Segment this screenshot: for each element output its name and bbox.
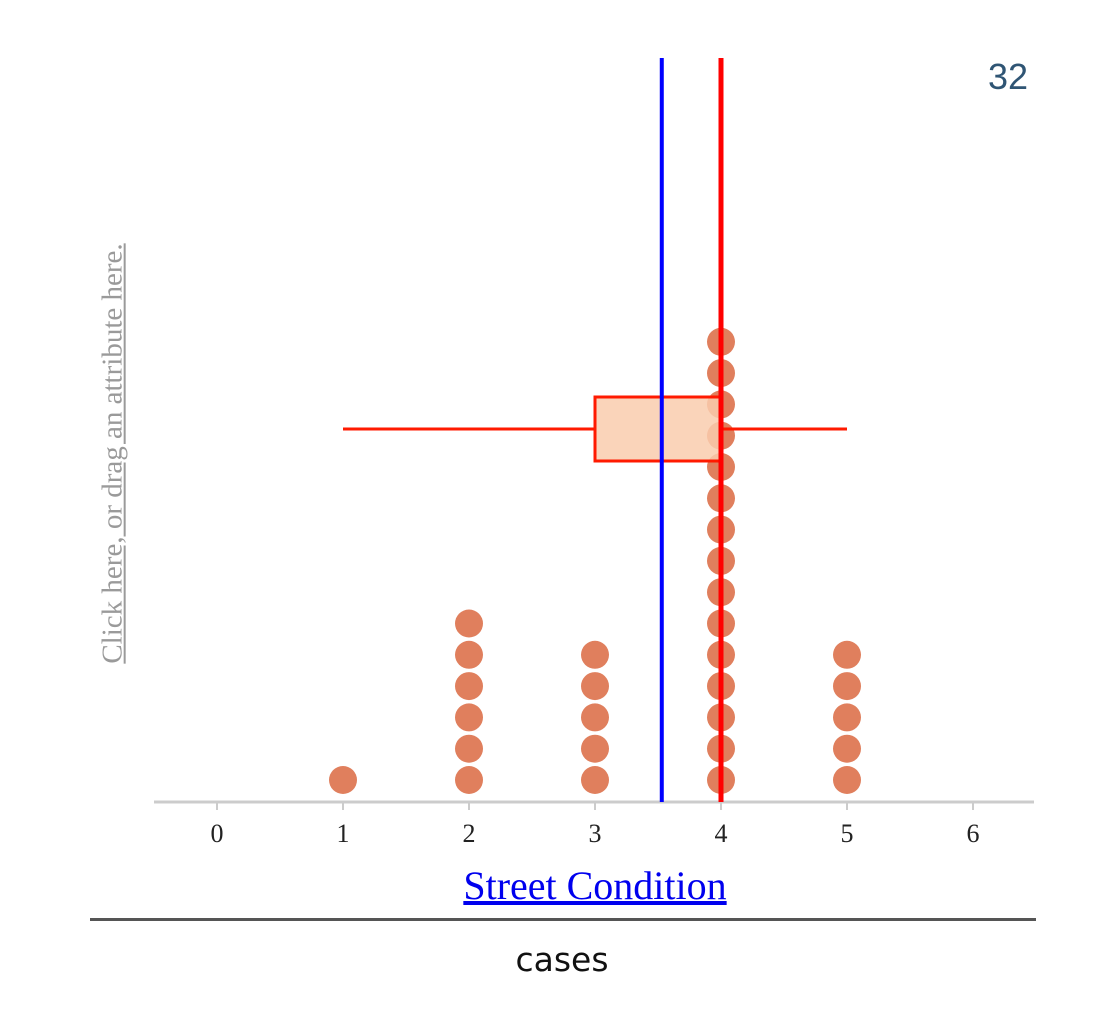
data-dot	[455, 609, 483, 638]
data-dot	[455, 640, 483, 669]
x-tick-label: 1	[337, 819, 350, 848]
data-dot	[455, 703, 483, 732]
data-dot	[833, 672, 861, 701]
x-tick-label: 3	[589, 819, 602, 848]
data-dot	[581, 734, 609, 763]
data-dot	[455, 734, 483, 763]
x-tick-label: 4	[715, 819, 728, 848]
divider	[90, 918, 1036, 921]
x-tick-label: 6	[967, 819, 980, 848]
x-tick-label: 0	[211, 819, 224, 848]
data-dot	[581, 640, 609, 669]
data-dot	[833, 703, 861, 732]
data-dot	[833, 734, 861, 763]
x-tick-label: 5	[841, 819, 854, 848]
x-axis-attribute-label[interactable]: Street Condition	[463, 863, 727, 908]
data-dot	[581, 703, 609, 732]
y-axis-attribute-drop-target[interactable]: Click here, or drag an attribute here.	[86, 188, 140, 718]
box-plot-box	[593, 395, 723, 463]
x-tick-label: 2	[463, 819, 476, 848]
data-dot	[833, 766, 861, 794]
data-dot	[833, 640, 861, 669]
data-dot	[329, 766, 357, 794]
data-dot	[455, 672, 483, 701]
cases-label: cases	[515, 940, 609, 979]
data-dot	[581, 672, 609, 701]
data-dot	[455, 766, 483, 794]
data-dot	[581, 766, 609, 794]
y-axis-prompt[interactable]: Click here, or drag an attribute here.	[96, 242, 129, 664]
case-count: 32	[987, 56, 1028, 97]
